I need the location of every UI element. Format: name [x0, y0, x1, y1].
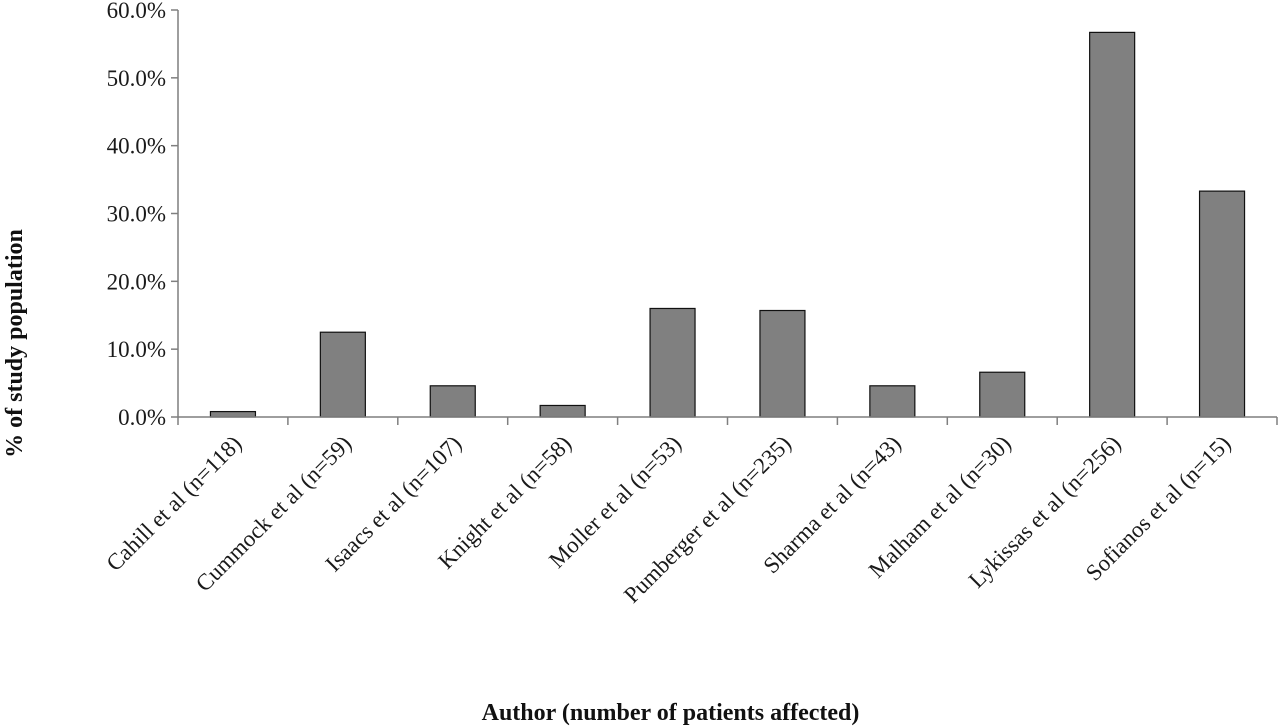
bar	[539, 404, 586, 418]
bar	[209, 410, 257, 418]
bar	[319, 331, 366, 418]
y-tick-label: 60.0%	[107, 0, 166, 23]
y-axis-title: % of study population	[2, 229, 28, 458]
y-tick-label: 40.0%	[107, 134, 166, 159]
bar	[869, 385, 916, 418]
y-axis: 0.0% 10.0% 20.0% 30.0% 40.0% 50.0% 60.0%	[107, 0, 179, 430]
y-tick-label: 30.0%	[107, 202, 166, 227]
bar	[979, 371, 1026, 418]
bar	[649, 307, 696, 418]
x-axis-title: Author (number of patients affected)	[482, 700, 860, 726]
x-axis: Cahill et al (n=118)Cummock et al (n=59)…	[101, 416, 1278, 608]
y-tick-label: 20.0%	[107, 269, 166, 294]
bar	[759, 309, 806, 418]
y-tick-label: 10.0%	[107, 337, 166, 362]
bars-group	[209, 31, 1246, 418]
y-tick-label: 50.0%	[107, 66, 166, 91]
bar	[1089, 31, 1136, 418]
y-tick-label: 0.0%	[118, 405, 166, 430]
bar	[429, 385, 476, 418]
bar	[1198, 190, 1246, 418]
